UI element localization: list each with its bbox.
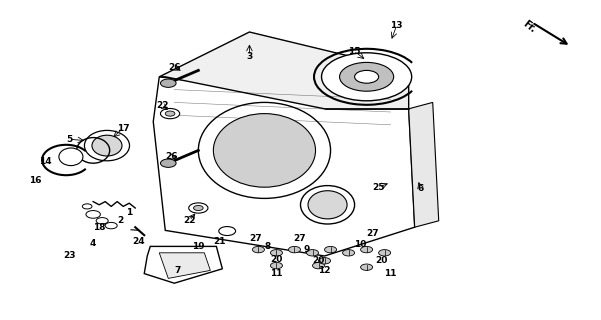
Circle shape — [86, 211, 100, 218]
Circle shape — [307, 250, 319, 256]
Circle shape — [96, 218, 108, 224]
Text: 18: 18 — [93, 223, 105, 232]
Text: 20: 20 — [313, 256, 325, 265]
Polygon shape — [159, 32, 409, 109]
Circle shape — [319, 258, 331, 264]
Circle shape — [355, 70, 379, 83]
Text: 11: 11 — [270, 269, 282, 278]
Text: 27: 27 — [293, 234, 306, 243]
Text: 22: 22 — [183, 216, 195, 225]
Text: 1: 1 — [126, 208, 132, 217]
Text: 17: 17 — [117, 124, 130, 132]
Circle shape — [189, 203, 208, 213]
Circle shape — [160, 108, 180, 119]
Text: 7: 7 — [174, 266, 180, 275]
Text: 16: 16 — [29, 176, 41, 185]
Text: Fr.: Fr. — [520, 19, 537, 35]
Text: 4: 4 — [90, 239, 96, 248]
Text: 20: 20 — [376, 256, 388, 265]
Text: 21: 21 — [213, 237, 225, 246]
Text: 12: 12 — [319, 266, 331, 275]
Polygon shape — [159, 253, 210, 278]
Text: 13: 13 — [391, 21, 403, 30]
Text: 14: 14 — [38, 157, 52, 166]
Text: 5: 5 — [66, 135, 72, 144]
Circle shape — [82, 204, 92, 209]
Circle shape — [194, 205, 203, 211]
Circle shape — [270, 262, 282, 269]
Circle shape — [322, 53, 412, 101]
Ellipse shape — [213, 114, 316, 187]
Text: 22: 22 — [156, 101, 168, 110]
Text: 26: 26 — [168, 63, 180, 72]
Text: 10: 10 — [355, 240, 367, 249]
Text: 23: 23 — [63, 252, 75, 260]
Ellipse shape — [308, 191, 347, 219]
Text: 6: 6 — [418, 184, 424, 193]
Circle shape — [313, 262, 325, 269]
Text: 25: 25 — [373, 183, 385, 192]
Circle shape — [252, 246, 264, 253]
Text: 19: 19 — [192, 242, 205, 251]
Circle shape — [160, 79, 176, 87]
Circle shape — [165, 111, 175, 116]
Text: 20: 20 — [270, 255, 282, 264]
Text: 3: 3 — [246, 52, 252, 60]
Circle shape — [219, 227, 236, 236]
Text: 27: 27 — [249, 234, 262, 243]
Circle shape — [160, 159, 176, 167]
Polygon shape — [144, 246, 222, 283]
Circle shape — [288, 246, 300, 253]
Circle shape — [379, 250, 391, 256]
Text: 2: 2 — [117, 216, 123, 225]
Text: 24: 24 — [132, 237, 145, 246]
Text: 8: 8 — [264, 242, 270, 251]
Text: 11: 11 — [385, 269, 397, 278]
Circle shape — [343, 250, 355, 256]
Text: 27: 27 — [366, 229, 379, 238]
Circle shape — [105, 222, 117, 229]
Circle shape — [270, 250, 282, 256]
Text: 15: 15 — [349, 47, 361, 56]
Ellipse shape — [84, 131, 130, 161]
Circle shape — [361, 246, 373, 253]
Circle shape — [361, 264, 373, 270]
Circle shape — [340, 62, 394, 91]
Ellipse shape — [92, 135, 122, 156]
Polygon shape — [153, 77, 415, 256]
Text: 9: 9 — [304, 245, 310, 254]
Circle shape — [325, 246, 337, 253]
Text: 26: 26 — [165, 152, 177, 161]
Ellipse shape — [59, 148, 83, 166]
Polygon shape — [409, 102, 439, 227]
